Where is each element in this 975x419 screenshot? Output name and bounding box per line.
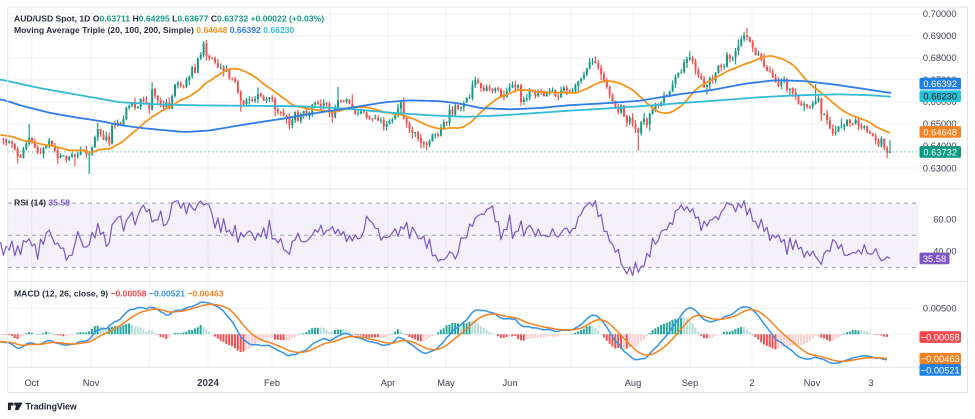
svg-text:Feb: Feb [264, 378, 280, 388]
svg-text:Apr: Apr [381, 378, 395, 388]
svg-text:0.00500: 0.00500 [923, 304, 957, 314]
svg-text:AUD/USD Spot, 1D O0.63711 H0.: AUD/USD Spot, 1D O0.63711 H0.64295 L0.63… [14, 13, 324, 23]
svg-text:Sep: Sep [682, 378, 699, 388]
svg-text:Nov: Nov [804, 378, 821, 388]
svg-text:−0.00058: −0.00058 [921, 333, 960, 343]
svg-text:May: May [437, 378, 455, 388]
svg-text:40.00: 40.00 [933, 247, 956, 257]
svg-text:Jun: Jun [503, 378, 518, 388]
svg-text:0.66000: 0.66000 [923, 97, 957, 107]
svg-text:2024: 2024 [197, 378, 219, 389]
svg-text:Nov: Nov [83, 378, 100, 388]
svg-text:Oct: Oct [24, 378, 39, 388]
svg-text:0.70000: 0.70000 [923, 9, 957, 19]
svg-text:Aug: Aug [625, 378, 642, 388]
svg-text:60.00: 60.00 [933, 215, 956, 225]
svg-text:0.63000: 0.63000 [923, 163, 957, 173]
svg-text:Moving Average Triple (20, 100: Moving Average Triple (20, 100, 200, Sim… [14, 25, 295, 35]
svg-text:3: 3 [868, 378, 873, 388]
svg-text:0.69000: 0.69000 [923, 31, 957, 41]
svg-text:0.66392: 0.66392 [923, 79, 957, 89]
svg-text:0.68000: 0.68000 [923, 53, 957, 63]
svg-text:35.58: 35.58 [923, 254, 946, 264]
svg-text:2: 2 [749, 378, 754, 388]
svg-text:−0.00521: −0.00521 [921, 365, 960, 375]
svg-text:0.63732: 0.63732 [923, 147, 957, 157]
svg-text:MACD (12, 26, close, 9) −0.00: MACD (12, 26, close, 9) −0.00058 −0.0052… [14, 288, 224, 298]
svg-text:0.65000: 0.65000 [923, 119, 957, 129]
svg-text:0.66230: 0.66230 [923, 92, 957, 102]
svg-text:−0.00463: −0.00463 [921, 354, 960, 364]
svg-text:RSI (14) 35.58: RSI (14) 35.58 [14, 197, 70, 207]
svg-text:TradingView: TradingView [26, 401, 77, 411]
svg-text:0.64648: 0.64648 [923, 127, 957, 137]
